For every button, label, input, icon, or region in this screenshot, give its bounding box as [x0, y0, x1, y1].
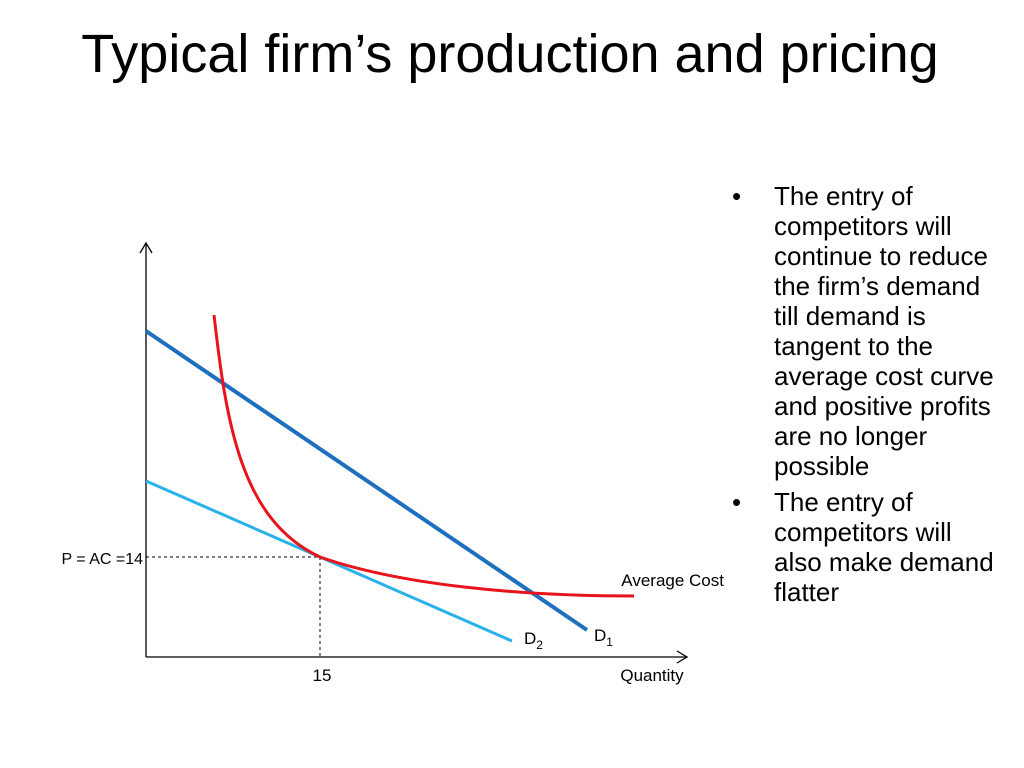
- cost-demand-diagram: P = AC =14 15 Quantity Average Cost D2 D…: [61, 241, 724, 685]
- price-label: P = AC =14: [61, 551, 143, 568]
- average-cost-label: Average Cost: [621, 571, 724, 590]
- d1-label: D1: [594, 626, 613, 649]
- quantity-tick-label: 15: [313, 666, 332, 685]
- d2-label-subscript: 2: [536, 638, 543, 652]
- bullet-item: • The entry of competitors will continue…: [732, 181, 1002, 481]
- slide-title: Typical firm’s production and pricing: [81, 24, 939, 84]
- bullet-item: • The entry of competitors will also mak…: [732, 487, 1002, 607]
- x-axis-arrowhead: [676, 650, 689, 664]
- d1-label-subscript: 1: [606, 635, 613, 649]
- x-axis-label: Quantity: [620, 666, 684, 685]
- bullet-text: The entry of competitors will also make …: [774, 487, 994, 607]
- demand-curve-d1: [144, 329, 589, 632]
- bullet-list: • The entry of competitors will continue…: [732, 181, 1002, 613]
- d2-label: D2: [524, 629, 543, 652]
- bullet-text: The entry of competitors will continue t…: [774, 181, 994, 481]
- bullet-mark: •: [732, 181, 742, 211]
- bullet-mark: •: [732, 487, 742, 517]
- y-axis-arrowhead: [139, 241, 153, 254]
- d1-label-base: D: [594, 626, 606, 645]
- average-cost-curve: [212, 314, 635, 598]
- d2-label-base: D: [524, 629, 536, 648]
